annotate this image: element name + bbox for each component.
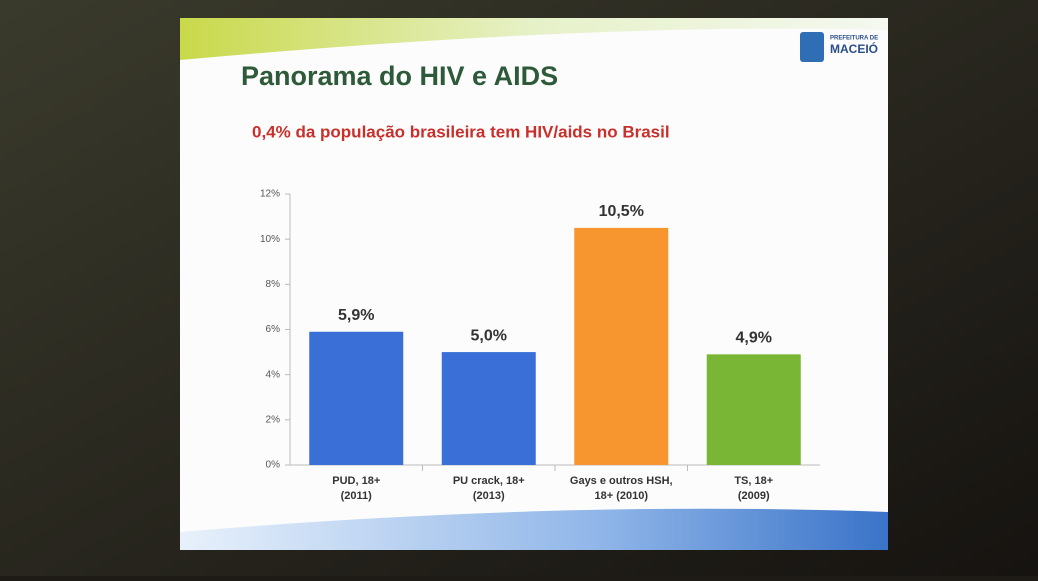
y-tick-label: 0% [266, 460, 281, 471]
y-tick-label: 2% [266, 414, 281, 425]
x-tick-label: TS, 18+ [734, 475, 773, 487]
x-tick-label: PU crack, 18+ [453, 475, 525, 487]
value-label: 10,5% [599, 203, 644, 220]
value-label: 5,9% [338, 307, 374, 324]
y-tick-label: 8% [266, 279, 281, 290]
value-label: 4,9% [736, 330, 772, 347]
y-tick-label: 12% [260, 189, 280, 200]
bar [706, 354, 801, 465]
y-tick-label: 4% [266, 369, 281, 380]
y-tick-label: 6% [266, 324, 281, 335]
logo-line: PREFEITURA DE [830, 36, 878, 42]
bar [574, 227, 669, 465]
top-band [180, 18, 888, 60]
x-tick-label: 18+ (2010) [594, 490, 648, 502]
chart-subtitle: 0,4% da população brasileira tem HIV/aid… [252, 122, 670, 141]
logo-emblem [800, 32, 824, 62]
y-tick-label: 10% [260, 234, 280, 245]
x-tick-label: (2013) [473, 490, 505, 502]
x-tick-label: (2011) [341, 490, 373, 502]
bar [441, 352, 536, 465]
logo-line: MACEIÓ [830, 41, 878, 56]
value-label: 5,0% [471, 327, 507, 344]
x-tick-label: Gays e outros HSH, [570, 475, 673, 487]
bar [309, 331, 404, 465]
x-tick-label: PUD, 18+ [332, 475, 380, 487]
x-tick-label: (2009) [738, 490, 770, 502]
bottom-band [180, 508, 888, 550]
chart-title: Panorama do HIV e AIDS [241, 61, 558, 91]
